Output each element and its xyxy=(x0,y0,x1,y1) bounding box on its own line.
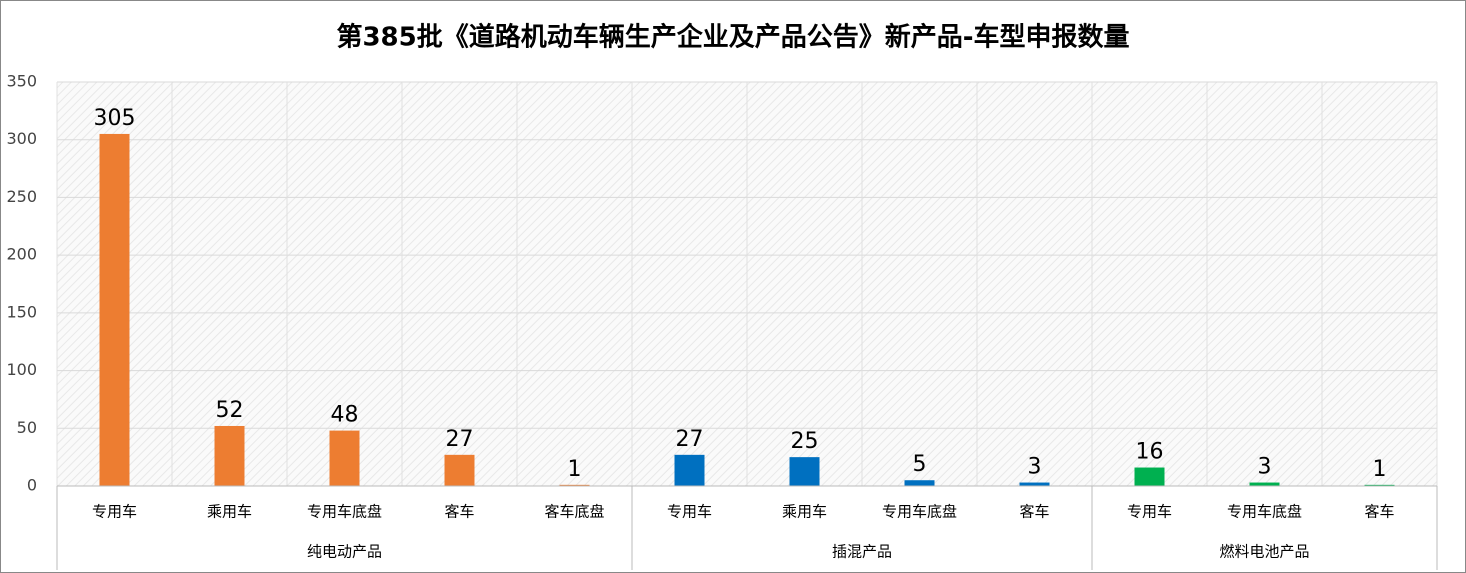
bar xyxy=(1364,484,1395,486)
x-tick-label: 客车 xyxy=(1019,503,1049,521)
group-label: 纯电动产品 xyxy=(307,543,382,561)
value-label: 1 xyxy=(1373,457,1387,482)
x-tick-label: 专用车 xyxy=(1127,503,1172,521)
value-label: 3 xyxy=(1028,455,1042,480)
bar xyxy=(1249,482,1280,486)
bar xyxy=(99,133,130,486)
bar xyxy=(214,425,245,486)
x-tick-label: 专用车 xyxy=(667,503,712,521)
value-label: 48 xyxy=(331,403,359,428)
y-tick-label: 300 xyxy=(6,129,37,148)
bar xyxy=(329,430,360,486)
value-label: 305 xyxy=(94,106,136,131)
bar xyxy=(559,484,590,486)
bar xyxy=(1134,467,1165,486)
y-tick-label: 200 xyxy=(6,245,37,264)
bar xyxy=(674,454,705,486)
x-tick-label: 专用车底盘 xyxy=(307,503,382,521)
value-label: 52 xyxy=(216,398,244,423)
bar xyxy=(1019,482,1050,486)
bar xyxy=(444,454,475,486)
x-tick-label: 客车 xyxy=(1364,503,1394,521)
group-label: 燃料电池产品 xyxy=(1219,543,1309,561)
value-label: 1 xyxy=(568,457,582,482)
value-label: 3 xyxy=(1258,455,1272,480)
x-tick-label: 专用车底盘 xyxy=(882,503,957,521)
x-tick-label: 专用车 xyxy=(92,503,137,521)
value-label: 5 xyxy=(913,452,927,477)
y-tick-label: 50 xyxy=(17,418,37,437)
value-label: 16 xyxy=(1136,440,1164,465)
chart-title: 第385批《道路机动车辆生产企业及产品公告》新产品-车型申报数量 xyxy=(336,22,1129,53)
y-tick-label: 350 xyxy=(6,72,37,91)
x-tick-label: 专用车底盘 xyxy=(1227,503,1302,521)
y-tick-label: 150 xyxy=(6,302,37,321)
group-label: 插混产品 xyxy=(832,543,892,561)
bar xyxy=(789,457,820,486)
y-tick-label: 250 xyxy=(6,187,37,206)
y-tick-label: 0 xyxy=(27,476,37,495)
value-label: 25 xyxy=(791,429,819,454)
bar xyxy=(904,480,935,486)
y-tick-label: 100 xyxy=(6,360,37,379)
x-tick-label: 乘用车 xyxy=(782,503,827,521)
x-tick-label: 客车 xyxy=(444,503,474,521)
value-label: 27 xyxy=(676,427,704,452)
value-label: 27 xyxy=(446,427,474,452)
x-tick-label: 乘用车 xyxy=(207,503,252,521)
x-tick-label: 客车底盘 xyxy=(544,503,604,521)
